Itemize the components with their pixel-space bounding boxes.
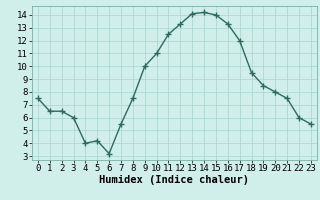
X-axis label: Humidex (Indice chaleur): Humidex (Indice chaleur) [100,175,249,185]
